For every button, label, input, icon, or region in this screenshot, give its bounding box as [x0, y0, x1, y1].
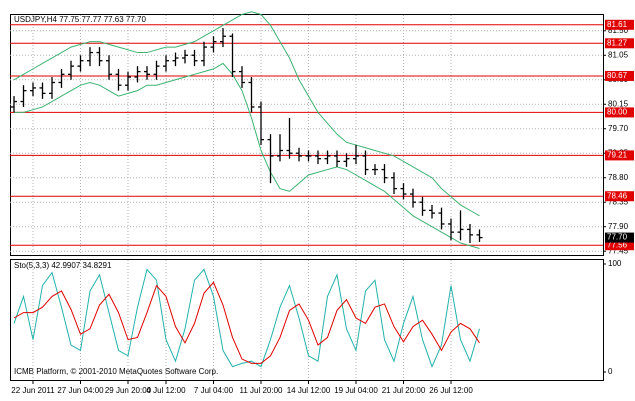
- chart-title: USDJPY,H4 77.75 77.77 77.63 77.70: [14, 15, 147, 24]
- x-tick-label: 14 Jul 12:00: [287, 386, 331, 395]
- level-label-box: [605, 107, 634, 118]
- level-label: 81.61: [607, 20, 628, 29]
- x-tick-label: 29 Jun 20:00: [105, 386, 152, 395]
- level-label: 78.46: [607, 191, 628, 200]
- level-label-box: [605, 240, 634, 251]
- y-tick-label: 77.90: [608, 222, 629, 231]
- stoch-line: [13, 268, 480, 368]
- stoch-line: [13, 281, 480, 364]
- y-tick-label: 80.15: [608, 99, 629, 108]
- level-label: 80.00: [607, 108, 628, 117]
- level-label-box: [605, 150, 634, 161]
- x-tick-label: 7 Jul 04:00: [194, 386, 234, 395]
- y-tick-label: 79.70: [608, 124, 629, 133]
- x-tick-label: 11 Jul 20:00: [240, 386, 284, 395]
- x-tick-label: 4 Jul 12:00: [146, 386, 186, 395]
- level-label: 77.56: [607, 240, 628, 249]
- main-panel: [10, 14, 604, 256]
- x-tick-label: 19 Jul 04:00: [334, 386, 378, 395]
- stoch-title: Sto(5,3,3) 42.9907 34.8291: [14, 261, 112, 270]
- y-tick-label: 81.50: [608, 26, 629, 35]
- stoch-panel: [10, 259, 604, 381]
- last-price-box: [605, 232, 634, 243]
- y-tick-label: 77.45: [608, 246, 629, 255]
- level-label-box: [605, 38, 634, 49]
- x-tick-label: 21 Jul 20:00: [382, 386, 426, 395]
- y-tick-label: 81.05: [608, 50, 629, 59]
- y-tick-label: 78.35: [608, 197, 629, 206]
- y-tick-label: 78.80: [608, 173, 629, 182]
- copyright: ICMB Platform, © 2001-2010 MetaQuotes So…: [14, 367, 218, 376]
- x-tick-label: 27 Jun 04:00: [57, 386, 104, 395]
- y-tick-label: 100: [608, 259, 622, 268]
- level-label-box: [605, 70, 634, 81]
- level-label-box: [605, 191, 634, 202]
- level-label-box: [605, 19, 634, 30]
- x-tick-label: 22 Jun 2011: [11, 386, 55, 395]
- band-line: [13, 11, 480, 217]
- y-tick-label: 0: [608, 367, 613, 376]
- x-tick-label: 26 Jul 12:00: [429, 386, 473, 395]
- level-label: 81.27: [607, 38, 628, 47]
- level-label: 80.67: [607, 71, 628, 80]
- band-line: [14, 62, 480, 249]
- last-price-label: 77.70: [607, 233, 628, 242]
- level-label: 79.21: [607, 151, 628, 160]
